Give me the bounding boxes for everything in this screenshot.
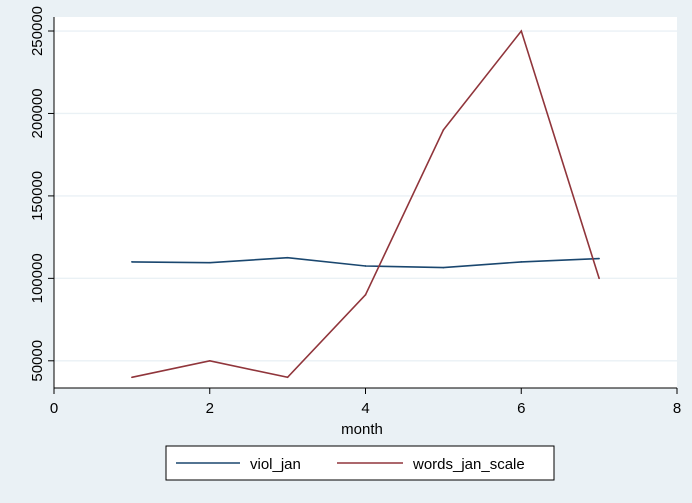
legend-label-viol-jan: viol_jan	[250, 456, 301, 473]
x-tick-label-8: 8	[673, 400, 681, 417]
y-tick-label-100000: 100000	[29, 253, 46, 303]
x-tick-label-2: 2	[206, 400, 214, 417]
legend: viol_jan words_jan_scale	[165, 445, 555, 481]
y-tick-label-50000: 50000	[29, 340, 46, 382]
data-point-words-jan-scale-1	[131, 376, 133, 379]
plot-area	[54, 17, 677, 388]
x-tick-label-4: 4	[361, 400, 369, 417]
data-point-viol-jan-6	[520, 261, 523, 263]
data-point-viol-jan-4	[364, 265, 367, 267]
y-tick-label-150000: 150000	[29, 171, 46, 221]
data-point-words-jan-scale-7	[598, 277, 600, 280]
grid	[54, 30, 677, 362]
axes: 50000 100000 150000 200000 250000 0 2 4 6 8	[29, 6, 681, 417]
data-point-viol-jan-1	[131, 261, 133, 263]
x-axis-title: month	[341, 421, 383, 438]
data-point-words-jan-scale-5	[442, 129, 445, 131]
data-point-viol-jan-3	[286, 256, 289, 259]
y-tick-label-200000: 200000	[29, 88, 46, 138]
x-tick-label-0: 0	[50, 400, 58, 417]
data-point-viol-jan-2	[208, 261, 211, 264]
data-point-words-jan-scale-4	[364, 294, 367, 296]
legend-label-words-jan-scale: words_jan_scale	[412, 456, 525, 473]
data-point-words-jan-scale-3	[286, 376, 289, 379]
series	[131, 29, 600, 379]
data-point-viol-jan-7	[598, 257, 600, 260]
data-point-words-jan-scale-2	[208, 359, 211, 362]
y-tick-label-250000: 250000	[29, 6, 46, 56]
data-point-viol-jan-5	[442, 266, 445, 269]
x-tick-label-6: 6	[517, 400, 525, 417]
data-point-words-jan-scale-6	[520, 30, 523, 32]
